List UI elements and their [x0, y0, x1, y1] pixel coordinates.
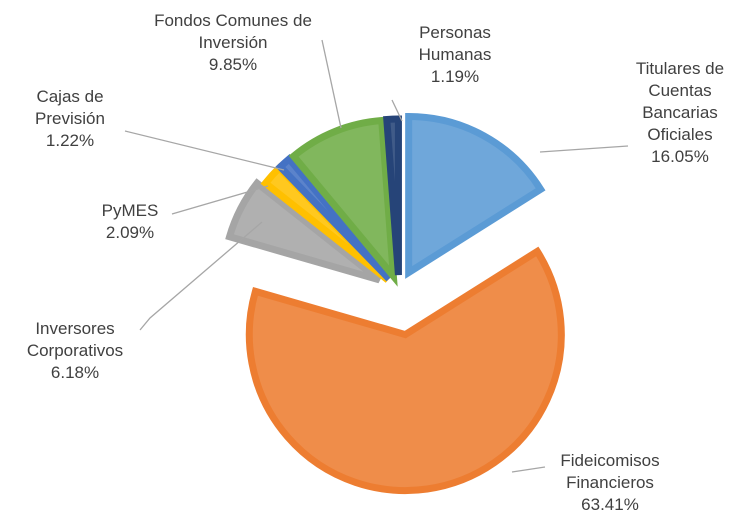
- category-label: Cajas de Previsión: [35, 87, 105, 128]
- value-label: 1.22%: [45, 131, 95, 150]
- category-label: Fideicomisos Financieros: [560, 451, 660, 492]
- pie-slice: [245, 246, 565, 495]
- value-label: 1.19%: [430, 67, 480, 86]
- value-label: 2.09%: [105, 223, 155, 242]
- value-label: 63.41%: [581, 495, 639, 514]
- value-label: 9.85%: [208, 55, 258, 74]
- slice-label: Cajas de Previsión 1.22%: [20, 86, 120, 152]
- category-label: Personas Humanas: [418, 23, 492, 64]
- pie-slice: [275, 153, 392, 282]
- slice-label: Fondos Comunes de Inversión 9.85%: [128, 10, 338, 76]
- slice-label: Inversores Corporativos 6.18%: [10, 318, 140, 384]
- leader-line: [321, 39, 342, 129]
- category-label: Titulares de Cuentas Bancarias Oficiales: [635, 59, 725, 144]
- slice-label: Personas Humanas 1.19%: [405, 22, 505, 88]
- pie-slice: [383, 115, 402, 276]
- value-label: 6.18%: [50, 363, 100, 382]
- pie-slice: [225, 178, 382, 284]
- slice-label: Titulares de Cuentas Bancarias Oficiales…: [620, 58, 739, 168]
- leader-line: [511, 466, 546, 473]
- pie-slice: [288, 116, 398, 287]
- slice-label: PyMES 2.09%: [85, 200, 175, 244]
- category-label: Inversores Corporativos: [26, 319, 124, 360]
- category-label: PyMES: [101, 201, 159, 220]
- leader-line: [139, 221, 263, 331]
- category-label: Fondos Comunes de Inversión: [154, 11, 312, 52]
- leader-line: [171, 185, 269, 215]
- leader-line: [391, 99, 403, 122]
- leader-line: [539, 145, 629, 153]
- value-label: 16.05%: [651, 147, 709, 166]
- leader-line: [124, 130, 285, 171]
- slice-label: Fideicomisos Financieros 63.41%: [540, 450, 680, 516]
- pie-slice: [405, 112, 546, 279]
